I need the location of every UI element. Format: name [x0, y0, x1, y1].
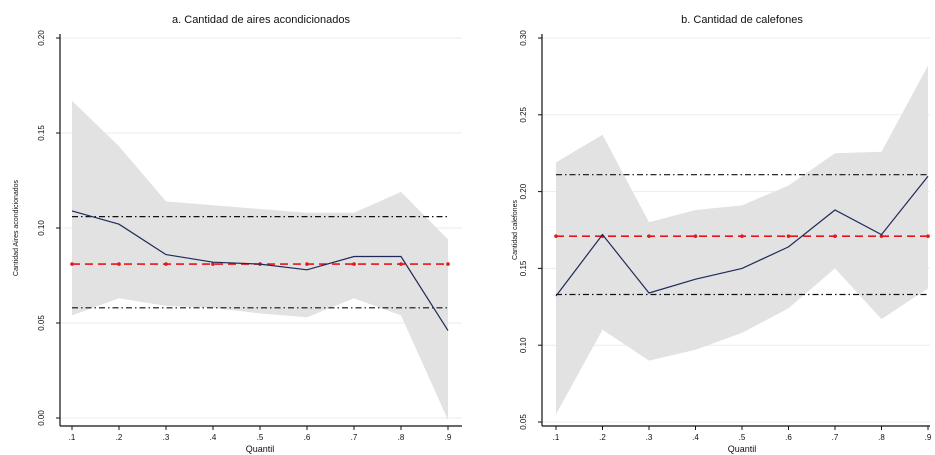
chart-panel-1: 0.00 0.05 0.10 0.15 0.20 .1 .2 .3 .4 .5 .6 .7 .8 .9 a.…	[13, 14, 462, 454]
chart-title: b. Cantidad de calefones	[681, 14, 803, 26]
ols-point	[879, 234, 884, 238]
ols-point	[211, 262, 215, 266]
x-tick-label: .3	[163, 433, 170, 442]
quantile-estimate-line	[71, 210, 449, 331]
x-tick-label: .8	[878, 433, 885, 442]
ols-point	[786, 234, 791, 238]
x-tick-label: .5	[257, 433, 264, 442]
y-axis-label: Cantidad Aires acondicionados	[13, 179, 20, 276]
y-tick-label: 0.05	[519, 414, 528, 430]
ols-point	[117, 262, 121, 266]
ols-point	[693, 234, 698, 238]
x-tick-label: .3	[646, 433, 653, 442]
y-tick-label: 0.20	[519, 183, 528, 199]
x-tick-label: .1	[553, 433, 560, 442]
chart-title: a. Cantidad de aires acondicionados	[172, 14, 350, 26]
ols-point	[70, 262, 74, 266]
x-tick-label: .2	[599, 433, 606, 442]
ols-point	[926, 234, 930, 238]
x-tick-label: .9	[445, 433, 452, 442]
x-tick-label: .1	[69, 433, 76, 442]
ols-point	[352, 262, 356, 266]
x-axis-label: Quantil	[246, 444, 275, 454]
x-tick-label: .5	[739, 433, 746, 442]
y-tick-label: 0.30	[519, 30, 528, 46]
ols-point	[833, 234, 837, 238]
y-tick-label: 0.05	[37, 315, 46, 331]
chart-panel-2: 0.05 0.10 0.15 0.20 0.25 0.30 .1 .2 .3 .4 .5 .6 .7 .8…	[512, 14, 932, 454]
x-tick-label: .6	[304, 433, 311, 442]
y-tick-label: 0.10	[37, 220, 46, 236]
ols-point	[446, 262, 450, 266]
y-tick-label: 0.00	[37, 410, 46, 426]
ols-point	[305, 262, 309, 266]
x-tick-label: .7	[351, 433, 358, 442]
x-tick-label: .6	[785, 433, 792, 442]
ols-point	[399, 262, 403, 266]
x-tick-label: .7	[832, 433, 839, 442]
x-tick-label: .4	[210, 433, 217, 442]
ols-point	[554, 234, 558, 238]
y-tick-label: 0.20	[37, 30, 46, 46]
y-tick-label: 0.25	[519, 106, 528, 122]
ols-point	[647, 234, 651, 238]
x-tick-label: .4	[692, 433, 699, 442]
x-tick-label: .9	[925, 433, 932, 442]
ols-point	[164, 262, 168, 266]
x-axis-label: Quantil	[728, 444, 757, 454]
x-tick-label: .8	[398, 433, 405, 442]
confidence-band	[556, 65, 928, 415]
confidence-band	[72, 100, 448, 420]
quantile-estimate-line	[555, 175, 929, 297]
y-tick-label: 0.15	[37, 125, 46, 141]
y-tick-label: 0.10	[519, 337, 528, 353]
y-tick-label: 0.15	[519, 260, 528, 276]
x-tick-label: .2	[116, 433, 123, 442]
y-axis-label: Cantidad calefones	[512, 200, 519, 260]
ols-point	[740, 234, 744, 238]
